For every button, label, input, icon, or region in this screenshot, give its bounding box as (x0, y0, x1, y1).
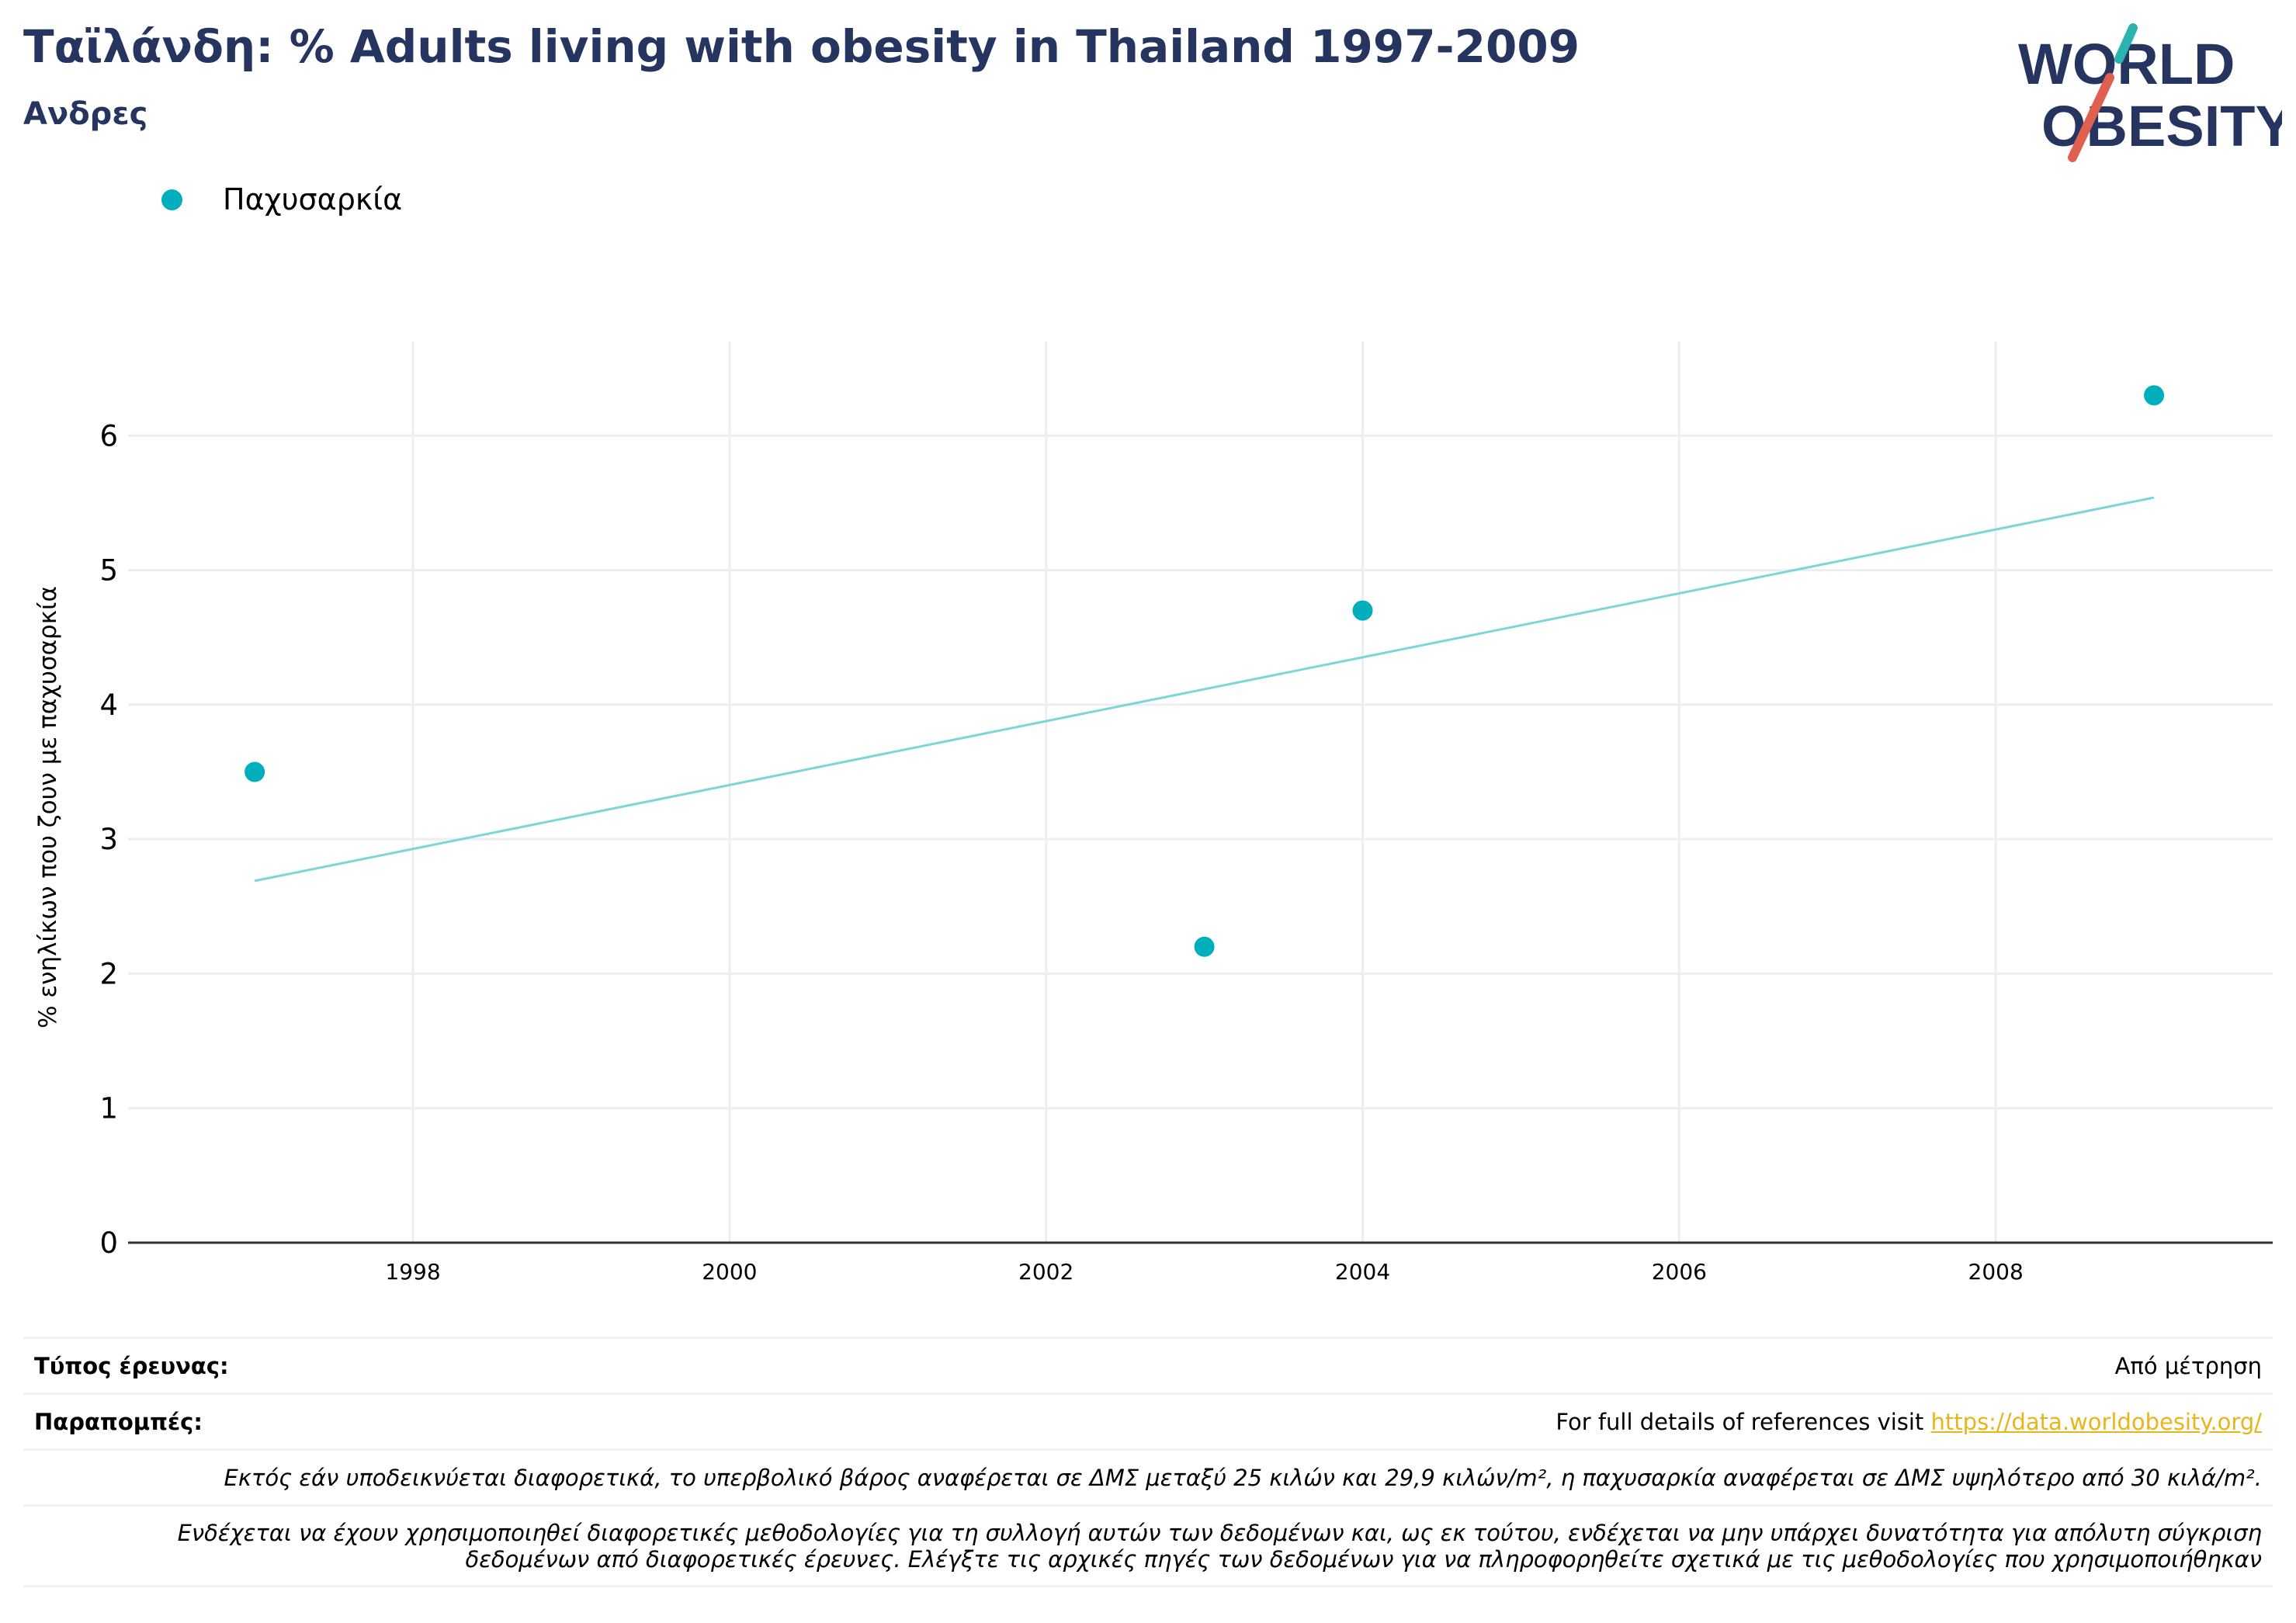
x-tick-label: 1998 (385, 1259, 440, 1285)
trendline-group (254, 496, 2155, 883)
logo-slash-red (2068, 73, 2114, 162)
x-tick-label: 2002 (1018, 1259, 1073, 1285)
x-tick-label: 2008 (1968, 1259, 2024, 1285)
y-tick-label: 3 (99, 823, 118, 856)
references-value: For full details of references visit htt… (1556, 1409, 2262, 1435)
info-table-end (23, 1585, 2273, 1587)
x-tick-label: 2006 (1652, 1259, 1707, 1285)
data-point (245, 761, 265, 782)
note-methodology: Ενδέχεται να έχουν χρησιμοποιηθεί διαφορ… (23, 1504, 2273, 1585)
chart-title: Ταϊλάνδη: % Adults living with obesity i… (23, 20, 1580, 73)
note-methodology-line2: δεδομένων από διαφορετικές έρευνες. Ελέγ… (465, 1545, 2262, 1573)
y-tick-label: 5 (99, 554, 118, 588)
grid (128, 342, 2273, 1243)
y-tick-label: 2 (99, 957, 118, 990)
references-link[interactable]: https://data.worldobesity.org/ (1930, 1408, 2262, 1435)
y-tick-label: 1 (99, 1092, 118, 1125)
chart-subtitle: Ανδρες (23, 96, 148, 132)
world-obesity-logo: WORLD OBESITY (2018, 23, 2282, 162)
x-tick-label: 2004 (1335, 1259, 1390, 1285)
data-point (1352, 600, 1373, 621)
data-point (2144, 385, 2165, 406)
legend-marker (161, 189, 182, 210)
references-row: Παραπομπές: For full details of referenc… (23, 1392, 2273, 1448)
y-tick-label: 0 (99, 1226, 118, 1260)
y-axis-label: % ενηλίκων που ζουν με παχυσαρκία (34, 586, 62, 1028)
y-tick-label: 4 (99, 688, 118, 722)
note-methodology-line1: Ενδέχεται να έχουν χρησιμοποιηθεί διαφορ… (177, 1519, 2262, 1546)
survey-type-value: Από μέτρηση (2114, 1352, 2262, 1379)
note-definitions: Εκτός εάν υποδεικνύεται διαφορετικά, το … (23, 1448, 2273, 1504)
y-tick-label: 6 (99, 419, 118, 453)
axes: 0 1 2 3 4 5 6 1998 2000 2002 2004 2006 2008 (99, 419, 2273, 1285)
references-label: Παραπομπές: (34, 1408, 203, 1435)
logo-slash-teal (2114, 23, 2138, 64)
note-definitions-text: Εκτός εάν υποδεικνύεται διαφορετικά, το … (224, 1464, 2263, 1491)
trendline (254, 496, 2155, 883)
references-text: For full details of references visit (1556, 1408, 1931, 1435)
data-points (245, 385, 2165, 957)
survey-type-label: Τύπος έρευνας: (34, 1352, 229, 1379)
legend[interactable]: Παχυσαρκία (161, 180, 402, 219)
x-tick-label: 2000 (702, 1259, 757, 1285)
scatter-chart: 0 1 2 3 4 5 6 1998 2000 2002 2004 2006 2008 % ενηλίκ… (34, 342, 2273, 1285)
legend-label: Παχυσαρκία (223, 182, 403, 217)
data-point (1194, 936, 1215, 957)
info-table: Τύπος έρευνας: Από μέτρηση Παραπομπές: F… (23, 1337, 2273, 1587)
survey-type-row: Τύπος έρευνας: Από μέτρηση (23, 1337, 2273, 1392)
